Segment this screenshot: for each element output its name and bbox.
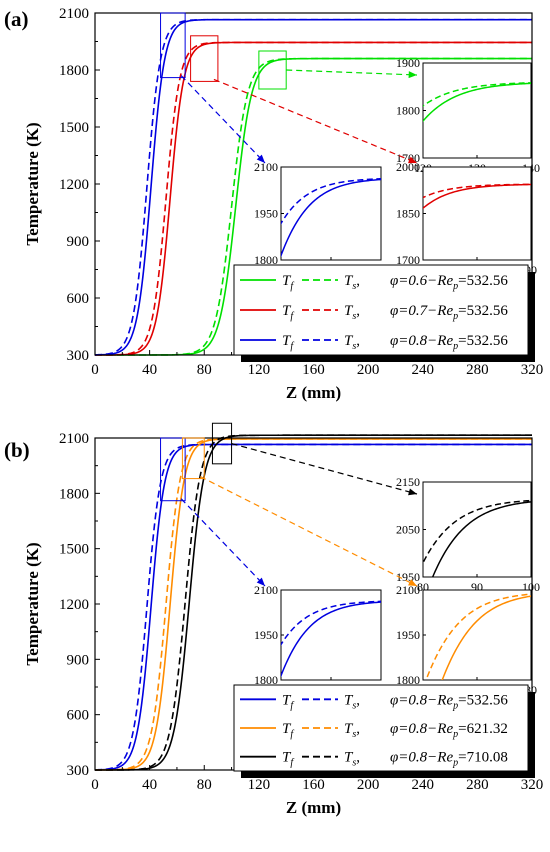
x-tick-label: 40 bbox=[142, 362, 157, 378]
legend-case: φ=0.8−Re bbox=[390, 750, 453, 766]
y-tick-label: 1500 bbox=[59, 120, 89, 136]
legend: Tf Ts, φ=0.8−Rep=532.56Tf Ts, φ=0.8−Rep=621.… bbox=[234, 685, 535, 778]
y-tick-label: 900 bbox=[67, 652, 90, 668]
inset-y-tick-label: 2100 bbox=[254, 160, 278, 174]
legend-case: φ=0.8−Re bbox=[390, 721, 453, 737]
x-tick-label: 40 bbox=[142, 777, 157, 793]
zoom-arrow bbox=[181, 499, 265, 586]
y-tick-label: 300 bbox=[67, 348, 90, 364]
y-axis-label: Temperature (K) bbox=[23, 122, 42, 245]
legend-re-value: =532.56 bbox=[458, 333, 508, 349]
legend-comma: , bbox=[356, 273, 360, 289]
y-axis-label: Temperature (K) bbox=[23, 542, 42, 665]
inset-y-tick-label: 1900 bbox=[396, 56, 420, 70]
inset-frame bbox=[423, 167, 531, 260]
inset-y-tick-label: 1950 bbox=[254, 628, 278, 642]
x-tick-label: 200 bbox=[357, 777, 380, 793]
arrow-line bbox=[214, 79, 417, 163]
y-tick-label: 1800 bbox=[59, 486, 89, 502]
legend-case: φ=0.7−Re bbox=[390, 303, 453, 319]
legend-comma: , bbox=[356, 721, 360, 737]
inset-y-tick-label: 1800 bbox=[396, 104, 420, 118]
legend-re-value: =532.56 bbox=[458, 692, 508, 708]
y-tick-label: 900 bbox=[67, 234, 90, 250]
y-tick-label: 600 bbox=[67, 291, 90, 307]
x-tick-label: 240 bbox=[412, 362, 435, 378]
x-tick-label: 160 bbox=[302, 362, 325, 378]
zoom-arrow bbox=[200, 477, 417, 586]
x-tick-label: 0 bbox=[91, 777, 99, 793]
arrow-line bbox=[286, 70, 417, 75]
zoom-source-box bbox=[259, 51, 286, 89]
inset-y-tick-label: 2100 bbox=[396, 583, 420, 597]
x-tick-label: 120 bbox=[248, 777, 271, 793]
arrow-line bbox=[232, 444, 417, 494]
legend-comma: , bbox=[356, 303, 360, 319]
inset-y-tick-label: 2000 bbox=[396, 160, 420, 174]
zoom-arrow bbox=[214, 79, 417, 163]
panel-0: (a) 0 40 80 120 160 200 240 280 320 300 600 900 1200 1… bbox=[4, 6, 543, 402]
x-axis-label: Z (mm) bbox=[286, 383, 341, 402]
y-tick-label: 2100 bbox=[59, 431, 89, 447]
x-tick-label: 80 bbox=[197, 362, 212, 378]
inset-y-tick-label: 2050 bbox=[396, 523, 420, 537]
x-tick-label: 320 bbox=[521, 362, 544, 378]
x-tick-label: 120 bbox=[248, 362, 271, 378]
x-tick-label: 160 bbox=[302, 777, 325, 793]
x-tick-label: 0 bbox=[91, 362, 99, 378]
inset-plot: 120130140170018001900 bbox=[396, 56, 542, 175]
inset-plot: 708090170018502000 bbox=[396, 160, 542, 277]
legend-re-value: =710.08 bbox=[458, 750, 508, 766]
legend-comma: , bbox=[356, 750, 360, 766]
arrow-line bbox=[200, 477, 417, 586]
zoom-arrow bbox=[232, 444, 417, 496]
arrow-head bbox=[409, 71, 417, 78]
inset-y-tick-label: 1950 bbox=[254, 207, 278, 221]
legend-case: φ=0.8−Re bbox=[390, 333, 453, 349]
panel-label: (b) bbox=[4, 438, 30, 462]
inset-y-tick-label: 2150 bbox=[396, 475, 420, 489]
y-tick-label: 300 bbox=[67, 763, 90, 779]
arrow-line bbox=[181, 499, 265, 586]
x-tick-label: 280 bbox=[466, 362, 489, 378]
legend-re-value: =532.56 bbox=[458, 273, 508, 289]
x-tick-label: 280 bbox=[466, 777, 489, 793]
panel-label: (a) bbox=[4, 7, 29, 31]
legend-re-value: =532.56 bbox=[458, 303, 508, 319]
inset-frame bbox=[423, 63, 531, 158]
inset-y-tick-label: 2100 bbox=[254, 583, 278, 597]
legend-case: φ=0.8−Re bbox=[390, 692, 453, 708]
y-tick-label: 2100 bbox=[59, 6, 89, 22]
inset-frame bbox=[423, 590, 531, 680]
x-axis-label: Z (mm) bbox=[286, 798, 341, 817]
legend-comma: , bbox=[356, 333, 360, 349]
legend-comma: , bbox=[356, 692, 360, 708]
x-tick-label: 240 bbox=[412, 777, 435, 793]
inset-y-tick-label: 1950 bbox=[396, 628, 420, 642]
y-tick-label: 1200 bbox=[59, 597, 89, 613]
inset-y-tick-label: 1850 bbox=[396, 207, 420, 221]
x-tick-label: 80 bbox=[197, 777, 212, 793]
legend-case: φ=0.6−Re bbox=[390, 273, 453, 289]
panel-1: (b) 0 40 80 120 160 200 240 280 320 300 600 900 1200 1… bbox=[4, 423, 543, 817]
legend-re-value: =621.32 bbox=[458, 721, 508, 737]
x-tick-label: 200 bbox=[357, 362, 380, 378]
y-tick-label: 1500 bbox=[59, 542, 89, 558]
y-tick-label: 1200 bbox=[59, 177, 89, 193]
y-tick-label: 1800 bbox=[59, 63, 89, 79]
zoom-arrow bbox=[286, 70, 417, 78]
x-tick-label: 320 bbox=[521, 777, 544, 793]
y-tick-label: 600 bbox=[67, 708, 90, 724]
zoom-source-box bbox=[212, 423, 231, 464]
